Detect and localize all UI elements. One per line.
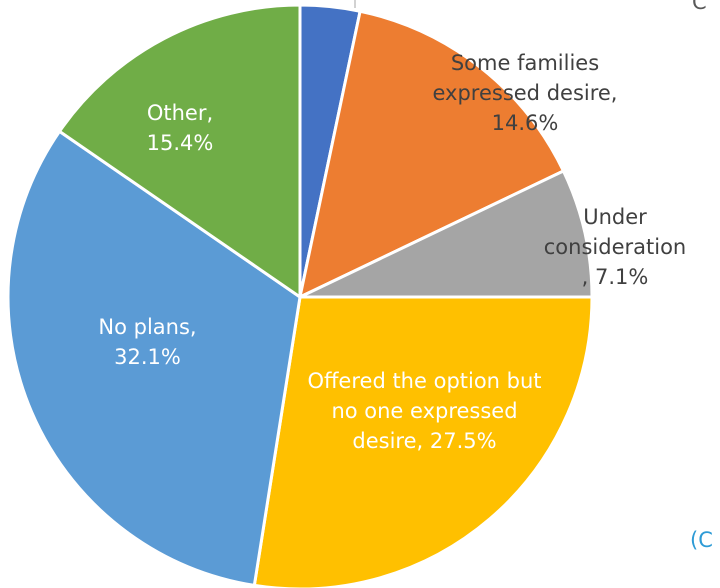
- pie-slice: [252, 295, 594, 588]
- pie-slice: [58, 3, 302, 299]
- pie-slice: [298, 9, 565, 299]
- slice-label-no-plans: No plans, 32.1%: [98, 315, 197, 369]
- slice-label-under-consideration: Under consideration , 7.1%: [543, 205, 687, 289]
- cropped-text-top-right: C: [692, 0, 707, 14]
- slice-label-offered-option: Offered the option but no one expressed …: [307, 369, 542, 453]
- cropped-text-bottom-right: (C: [690, 528, 713, 552]
- slice-label-other: Other, 15.4%: [146, 101, 214, 155]
- slice-label-some-families: Some families expressed desire, 14.6%: [432, 51, 618, 135]
- pie-slice: [298, 169, 594, 299]
- pie-slice: [6, 129, 302, 587]
